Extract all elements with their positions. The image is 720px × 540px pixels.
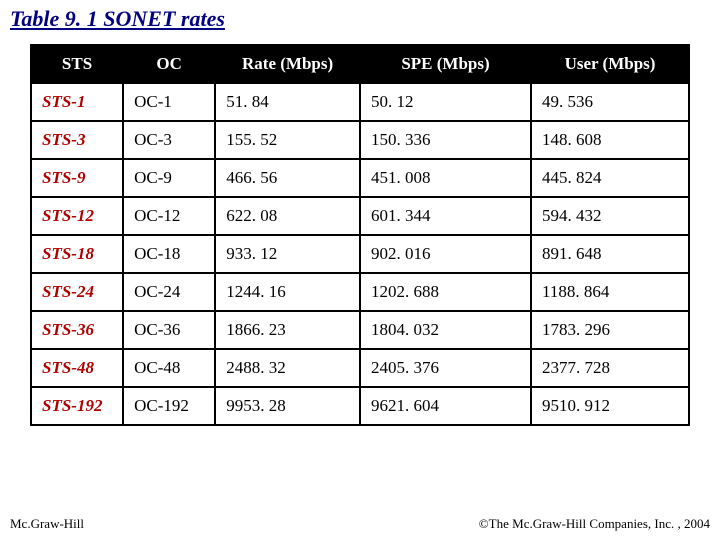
cell-user: 891. 648: [531, 235, 689, 273]
cell-sts: STS-1: [31, 83, 123, 121]
cell-sts: STS-9: [31, 159, 123, 197]
col-header-spe: SPE (Mbps): [360, 45, 531, 83]
cell-spe: 9621. 604: [360, 387, 531, 425]
cell-rate: 622. 08: [215, 197, 360, 235]
cell-spe: 1804. 032: [360, 311, 531, 349]
sonet-table: STS OC Rate (Mbps) SPE (Mbps) User (Mbps…: [30, 44, 690, 426]
cell-user: 49. 536: [531, 83, 689, 121]
cell-rate: 51. 84: [215, 83, 360, 121]
cell-spe: 150. 336: [360, 121, 531, 159]
cell-user: 594. 432: [531, 197, 689, 235]
cell-sts: STS-36: [31, 311, 123, 349]
cell-sts: STS-18: [31, 235, 123, 273]
cell-user: 1188. 864: [531, 273, 689, 311]
cell-oc: OC-3: [123, 121, 215, 159]
cell-user: 9510. 912: [531, 387, 689, 425]
table-row: STS-12 OC-12 622. 08 601. 344 594. 432: [31, 197, 689, 235]
cell-rate: 933. 12: [215, 235, 360, 273]
cell-rate: 1866. 23: [215, 311, 360, 349]
cell-oc: OC-24: [123, 273, 215, 311]
cell-user: 1783. 296: [531, 311, 689, 349]
cell-oc: OC-9: [123, 159, 215, 197]
cell-oc: OC-18: [123, 235, 215, 273]
cell-oc: OC-12: [123, 197, 215, 235]
cell-spe: 601. 344: [360, 197, 531, 235]
cell-oc: OC-1: [123, 83, 215, 121]
cell-rate: 466. 56: [215, 159, 360, 197]
cell-sts: STS-192: [31, 387, 123, 425]
cell-sts: STS-3: [31, 121, 123, 159]
cell-rate: 155. 52: [215, 121, 360, 159]
cell-user: 2377. 728: [531, 349, 689, 387]
cell-spe: 1202. 688: [360, 273, 531, 311]
table-row: STS-24 OC-24 1244. 16 1202. 688 1188. 86…: [31, 273, 689, 311]
cell-rate: 1244. 16: [215, 273, 360, 311]
col-header-rate: Rate (Mbps): [215, 45, 360, 83]
footer-right: ©The Mc.Graw-Hill Companies, Inc. , 2004: [479, 516, 710, 532]
table-title: Table 9. 1 SONET rates: [10, 6, 225, 32]
cell-spe: 50. 12: [360, 83, 531, 121]
table-header-row: STS OC Rate (Mbps) SPE (Mbps) User (Mbps…: [31, 45, 689, 83]
table-row: STS-9 OC-9 466. 56 451. 008 445. 824: [31, 159, 689, 197]
cell-sts: STS-24: [31, 273, 123, 311]
table-row: STS-192 OC-192 9953. 28 9621. 604 9510. …: [31, 387, 689, 425]
cell-rate: 2488. 32: [215, 349, 360, 387]
cell-user: 445. 824: [531, 159, 689, 197]
cell-spe: 451. 008: [360, 159, 531, 197]
cell-user: 148. 608: [531, 121, 689, 159]
table-row: STS-36 OC-36 1866. 23 1804. 032 1783. 29…: [31, 311, 689, 349]
cell-rate: 9953. 28: [215, 387, 360, 425]
table-row: STS-3 OC-3 155. 52 150. 336 148. 608: [31, 121, 689, 159]
col-header-sts: STS: [31, 45, 123, 83]
table-row: STS-1 OC-1 51. 84 50. 12 49. 536: [31, 83, 689, 121]
cell-sts: STS-48: [31, 349, 123, 387]
footer-left: Mc.Graw-Hill: [10, 516, 84, 532]
col-header-user: User (Mbps): [531, 45, 689, 83]
col-header-oc: OC: [123, 45, 215, 83]
table-row: STS-48 OC-48 2488. 32 2405. 376 2377. 72…: [31, 349, 689, 387]
cell-oc: OC-192: [123, 387, 215, 425]
cell-oc: OC-36: [123, 311, 215, 349]
cell-sts: STS-12: [31, 197, 123, 235]
cell-oc: OC-48: [123, 349, 215, 387]
table-row: STS-18 OC-18 933. 12 902. 016 891. 648: [31, 235, 689, 273]
cell-spe: 2405. 376: [360, 349, 531, 387]
cell-spe: 902. 016: [360, 235, 531, 273]
sonet-table-wrap: STS OC Rate (Mbps) SPE (Mbps) User (Mbps…: [30, 44, 690, 426]
table-body: STS-1 OC-1 51. 84 50. 12 49. 536 STS-3 O…: [31, 83, 689, 425]
